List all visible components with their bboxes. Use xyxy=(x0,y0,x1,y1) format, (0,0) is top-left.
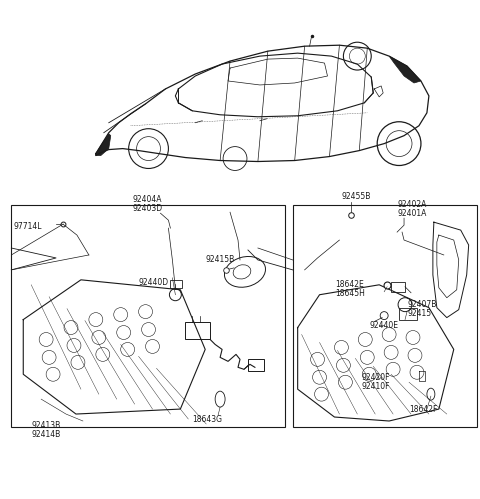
Text: 92420F: 92420F xyxy=(361,373,390,382)
Bar xyxy=(185,321,210,339)
Text: 92440D: 92440D xyxy=(139,278,168,287)
Text: 92440E: 92440E xyxy=(369,320,398,329)
Text: 92414B: 92414B xyxy=(31,430,60,439)
Text: 18642E: 18642E xyxy=(336,280,364,289)
Bar xyxy=(293,205,477,427)
Text: 92403D: 92403D xyxy=(132,204,163,213)
Text: 18642F: 18642F xyxy=(409,405,437,414)
Text: 18643G: 18643G xyxy=(192,415,222,424)
Text: 97714L: 97714L xyxy=(13,222,42,231)
Polygon shape xyxy=(96,134,111,156)
Bar xyxy=(391,282,405,292)
Text: 92415: 92415 xyxy=(407,309,431,318)
Bar xyxy=(399,308,417,319)
Text: 92407B: 92407B xyxy=(407,300,436,309)
Text: 92415B: 92415B xyxy=(205,255,234,264)
Bar xyxy=(248,359,264,371)
Text: 92401A: 92401A xyxy=(397,209,426,218)
Text: 92402A: 92402A xyxy=(397,200,426,209)
Text: 92413B: 92413B xyxy=(31,421,60,430)
Bar xyxy=(170,280,182,288)
Bar xyxy=(12,205,285,427)
Text: 92410F: 92410F xyxy=(361,382,390,391)
Text: 18645H: 18645H xyxy=(336,289,365,298)
Polygon shape xyxy=(389,56,421,83)
Text: 92455B: 92455B xyxy=(341,192,371,201)
Text: 92404A: 92404A xyxy=(132,195,162,204)
